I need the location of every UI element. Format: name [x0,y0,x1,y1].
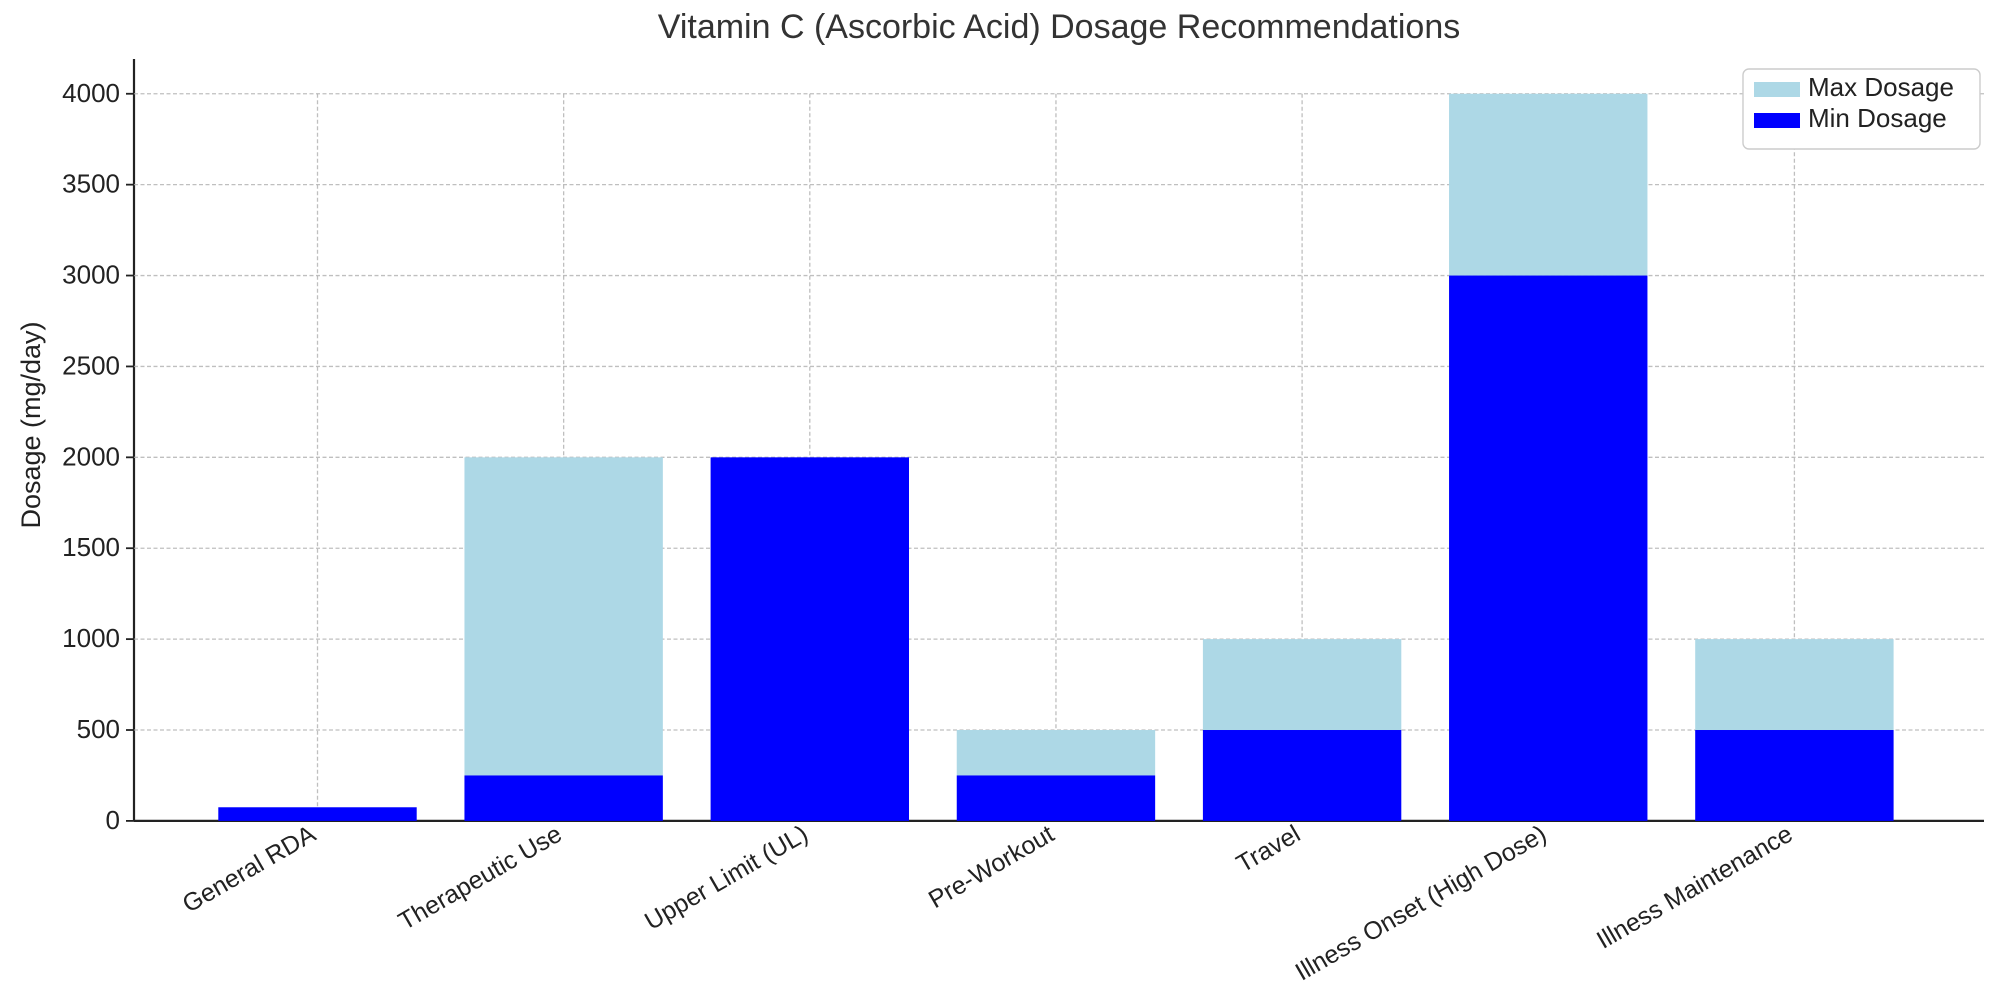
svg-text:3500: 3500 [62,169,120,199]
svg-text:3000: 3000 [62,260,120,290]
svg-text:500: 500 [77,714,120,744]
svg-text:1500: 1500 [62,532,120,562]
svg-text:Therapeutic Use: Therapeutic Use [394,820,567,936]
svg-text:Dosage (mg/day): Dosage (mg/day) [16,321,46,528]
svg-text:Travel: Travel [1232,820,1305,879]
svg-text:Pre-Workout: Pre-Workout [924,820,1059,914]
svg-text:Illness Maintenance: Illness Maintenance [1592,820,1797,955]
svg-text:1000: 1000 [62,623,120,653]
svg-text:Upper Limit (UL): Upper Limit (UL) [640,820,813,936]
svg-text:4000: 4000 [62,78,120,108]
svg-text:2000: 2000 [62,441,120,471]
svg-text:General RDA: General RDA [178,820,321,919]
svg-text:Max Dosage: Max Dosage [1808,72,1954,102]
svg-text:0: 0 [106,805,120,835]
svg-text:Illness Onset (High Dose): Illness Onset (High Dose) [1291,820,1552,987]
svg-text:Min Dosage: Min Dosage [1808,103,1947,133]
svg-text:2500: 2500 [62,350,120,380]
